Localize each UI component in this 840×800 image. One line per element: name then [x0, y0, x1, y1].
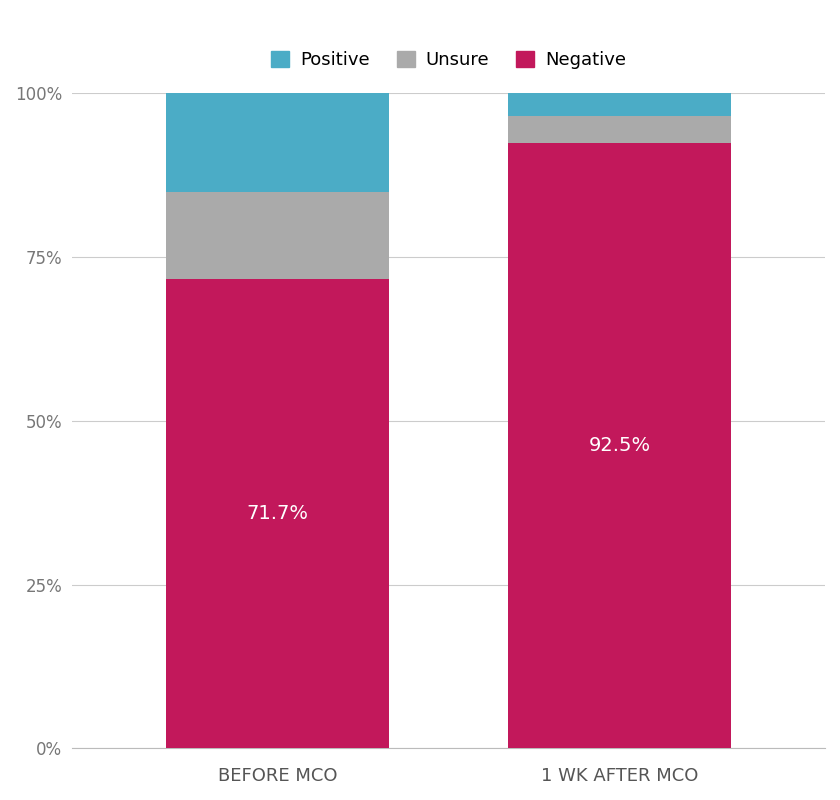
Bar: [166, 94, 389, 192]
Bar: [166, 192, 389, 278]
Bar: [508, 142, 731, 748]
Bar: [508, 94, 731, 116]
Bar: [166, 278, 389, 748]
Text: 71.7%: 71.7%: [246, 504, 308, 523]
Bar: [508, 116, 731, 142]
Legend: Positive, Unsure, Negative: Positive, Unsure, Negative: [264, 43, 633, 76]
Text: 92.5%: 92.5%: [589, 436, 651, 455]
